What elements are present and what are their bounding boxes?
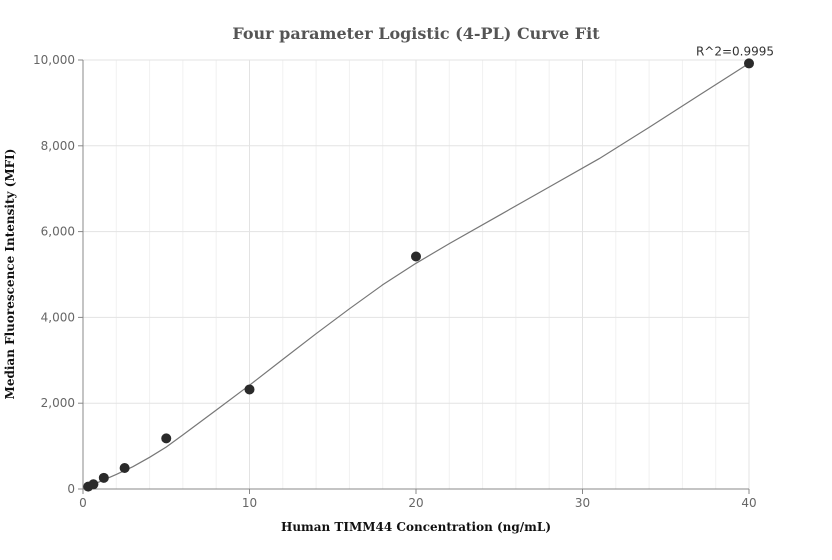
x-tick-label: 0 — [79, 496, 87, 510]
axes — [78, 59, 750, 494]
data-point — [744, 58, 754, 69]
r-squared-annotation: R^2=0.9995 — [696, 44, 774, 58]
tick-labels: 0 10 20 30 40 0 2,000 4,000 6,000 8,000 10,000 — [33, 53, 757, 510]
x-tick-label: 10 — [242, 496, 257, 510]
data-point — [411, 251, 421, 262]
x-tick-label: 40 — [741, 496, 756, 510]
x-tick-label: 30 — [575, 496, 590, 510]
data-point — [119, 462, 130, 473]
data-point — [244, 384, 255, 395]
data-point — [88, 479, 99, 490]
fit-curve — [87, 62, 750, 487]
chart-title: Four parameter Logistic (4-PL) Curve Fit — [232, 24, 600, 43]
y-tick-label: 0 — [67, 482, 75, 496]
x-tick-label: 20 — [408, 496, 423, 510]
data-points — [83, 58, 754, 492]
data-point — [161, 433, 172, 444]
y-axis-title: Median Fluorescence Intensity (MFI) — [3, 149, 17, 400]
y-tick-label: 2,000 — [41, 396, 75, 410]
y-tick-label: 8,000 — [41, 139, 75, 153]
y-tick-label: 6,000 — [41, 225, 75, 239]
y-tick-label: 10,000 — [33, 53, 75, 67]
x-axis-title: Human TIMM44 Concentration (ng/mL) — [281, 520, 551, 534]
grid — [83, 59, 750, 489]
data-point — [98, 472, 109, 483]
y-tick-label: 4,000 — [41, 310, 75, 324]
